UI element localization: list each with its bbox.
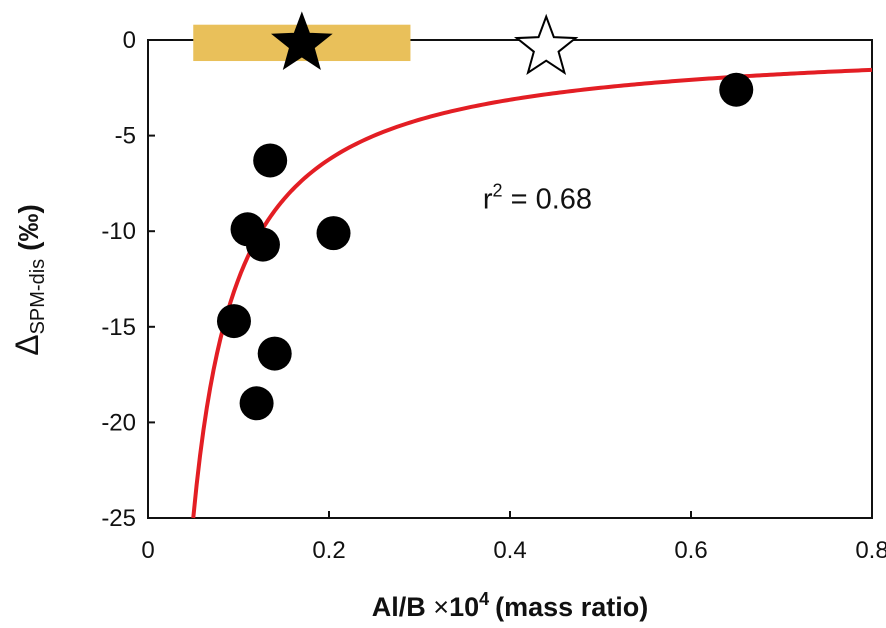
- x-tick-label: 0.6: [674, 537, 707, 564]
- r-squared-annotation: r2 = 0.68: [483, 180, 592, 215]
- x-axis-title-unit: (mass ratio): [495, 592, 648, 622]
- data-point: [257, 336, 292, 371]
- x-axis-title-times: ×: [433, 592, 449, 622]
- annot-sup: 2: [493, 180, 503, 200]
- y-axis-title-delta: Δ: [9, 334, 45, 355]
- y-tick-label: -10: [101, 218, 136, 245]
- data-point: [253, 143, 288, 178]
- y-tick-label: -25: [101, 505, 136, 532]
- x-tick-label: 0.8: [855, 537, 886, 564]
- x-tick-label: 0.4: [493, 537, 526, 564]
- x-axis-title-exp: 4: [479, 589, 489, 609]
- y-tick-label: 0: [123, 27, 136, 54]
- x-axis-title-main: Al/B: [372, 592, 426, 622]
- points-layer: [216, 72, 754, 421]
- x-axis-title-ten: 10: [449, 592, 479, 622]
- open-star-marker: [513, 13, 579, 76]
- y-tick-label: -5: [115, 123, 136, 150]
- annot-r: r: [483, 183, 493, 215]
- annot-rest: = 0.68: [503, 183, 592, 215]
- y-axis-title: ΔSPM-dis (‰): [9, 204, 49, 356]
- data-point: [245, 227, 280, 262]
- fit-curve: [191, 67, 873, 519]
- filled-star-marker: [271, 11, 333, 71]
- stars-layer: [271, 11, 579, 76]
- plot-frame: [147, 39, 873, 519]
- y-axis-title-unit: (‰): [13, 204, 44, 251]
- y-tick-label: -20: [101, 409, 136, 436]
- y-tick-label: -15: [101, 314, 136, 341]
- data-point: [216, 304, 251, 339]
- y-axis-title-sub: SPM-dis: [27, 259, 49, 335]
- data-point: [239, 386, 274, 421]
- x-tick-label: 0: [141, 537, 154, 564]
- x-tick-label: 0.2: [312, 537, 345, 564]
- data-point: [719, 72, 754, 107]
- ticks: 0 0.2 0.4 0.6 0.8 0 -5 -10 -15 -20 -25: [101, 27, 886, 564]
- data-point: [316, 216, 351, 251]
- x-axis-title: Al/B ×104 (mass ratio): [372, 589, 648, 622]
